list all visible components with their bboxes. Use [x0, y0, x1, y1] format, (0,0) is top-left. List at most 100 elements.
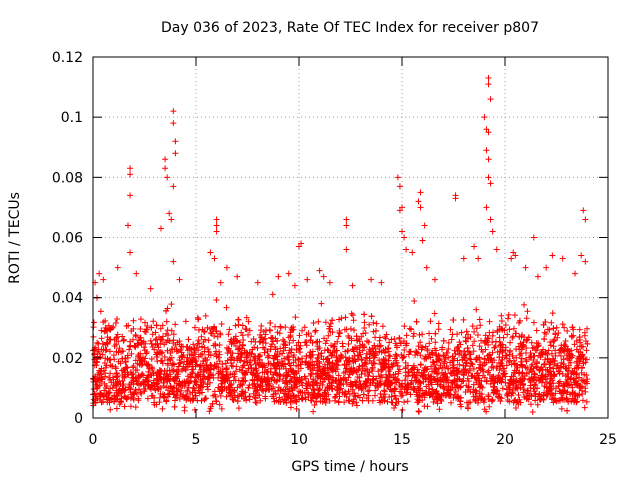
data-point: [544, 390, 551, 397]
data-point: [507, 377, 514, 384]
data-point: [201, 396, 208, 403]
data-point: [527, 350, 534, 357]
data-point: [135, 337, 142, 344]
data-point: [137, 373, 144, 380]
data-point: [349, 312, 356, 319]
data-point: [147, 386, 154, 393]
data-point: [538, 372, 545, 379]
data-point: [282, 386, 289, 393]
data-point: [499, 385, 506, 392]
data-point: [110, 323, 117, 330]
data-point: [419, 331, 426, 338]
data-point: [403, 246, 410, 253]
data-point: [542, 379, 549, 386]
data-point: [210, 365, 217, 372]
data-point: [188, 366, 195, 373]
data-point: [557, 364, 564, 371]
data-point: [261, 349, 268, 356]
data-point: [161, 353, 168, 360]
data-point: [153, 322, 160, 329]
data-point: [275, 273, 282, 280]
data-point: [483, 377, 490, 384]
data-point: [441, 374, 448, 381]
data-point: [526, 354, 533, 361]
data-point: [375, 368, 382, 375]
data-point: [481, 399, 488, 406]
data-point: [454, 394, 461, 401]
data-point: [542, 350, 549, 357]
data-point: [563, 365, 570, 372]
data-point: [235, 316, 242, 323]
data-point: [381, 397, 388, 404]
data-point: [342, 314, 349, 321]
data-point: [314, 370, 321, 377]
data-point: [431, 395, 438, 402]
data-point: [532, 381, 539, 388]
data-point: [463, 328, 470, 335]
data-point: [359, 397, 366, 404]
data-point: [208, 330, 215, 337]
data-point: [172, 150, 179, 157]
data-point: [277, 324, 284, 331]
data-point: [127, 165, 134, 172]
data-point: [399, 407, 406, 414]
data-point: [356, 363, 363, 370]
data-point: [223, 264, 230, 271]
data-point: [346, 391, 353, 398]
data-point: [380, 356, 387, 363]
data-point: [482, 332, 489, 339]
data-point: [130, 391, 137, 398]
data-point: [456, 339, 463, 346]
data-point: [471, 396, 478, 403]
data-point: [481, 356, 488, 363]
data-point: [148, 356, 155, 363]
data-point: [93, 358, 100, 365]
data-point: [322, 319, 329, 326]
data-point: [121, 403, 128, 410]
data-point: [216, 401, 223, 408]
data-point: [103, 396, 110, 403]
data-point: [462, 388, 469, 395]
data-point: [305, 393, 312, 400]
data-point: [295, 362, 302, 369]
data-point: [119, 387, 126, 394]
data-point: [541, 329, 548, 336]
data-point: [481, 406, 488, 413]
data-point: [156, 373, 163, 380]
data-point: [151, 346, 158, 353]
data-point: [415, 397, 422, 404]
data-point: [124, 371, 131, 378]
data-point: [159, 337, 166, 344]
data-point: [415, 408, 422, 415]
data-point: [149, 344, 156, 351]
data-point: [460, 255, 467, 262]
data-point: [358, 371, 365, 378]
data-point: [558, 345, 565, 352]
data-point: [255, 373, 262, 380]
data-point: [319, 366, 326, 373]
data-point: [561, 348, 568, 355]
data-point: [360, 381, 367, 388]
data-point: [454, 344, 461, 351]
data-point: [351, 327, 358, 334]
data-point: [213, 296, 220, 303]
data-point: [561, 324, 568, 331]
data-point: [519, 370, 526, 377]
data-point: [312, 379, 319, 386]
data-point: [488, 363, 495, 370]
data-point: [137, 357, 144, 364]
data-point: [243, 314, 250, 321]
data-point: [115, 358, 122, 365]
data-point: [140, 344, 147, 351]
data-point: [524, 388, 531, 395]
data-point: [357, 351, 364, 358]
data-point: [374, 380, 381, 387]
data-point: [281, 338, 288, 345]
data-point: [229, 396, 236, 403]
data-point: [576, 326, 583, 333]
data-point: [500, 370, 507, 377]
data-point: [98, 346, 105, 353]
data-point: [387, 353, 394, 360]
data-point: [106, 326, 113, 333]
data-point: [523, 358, 530, 365]
